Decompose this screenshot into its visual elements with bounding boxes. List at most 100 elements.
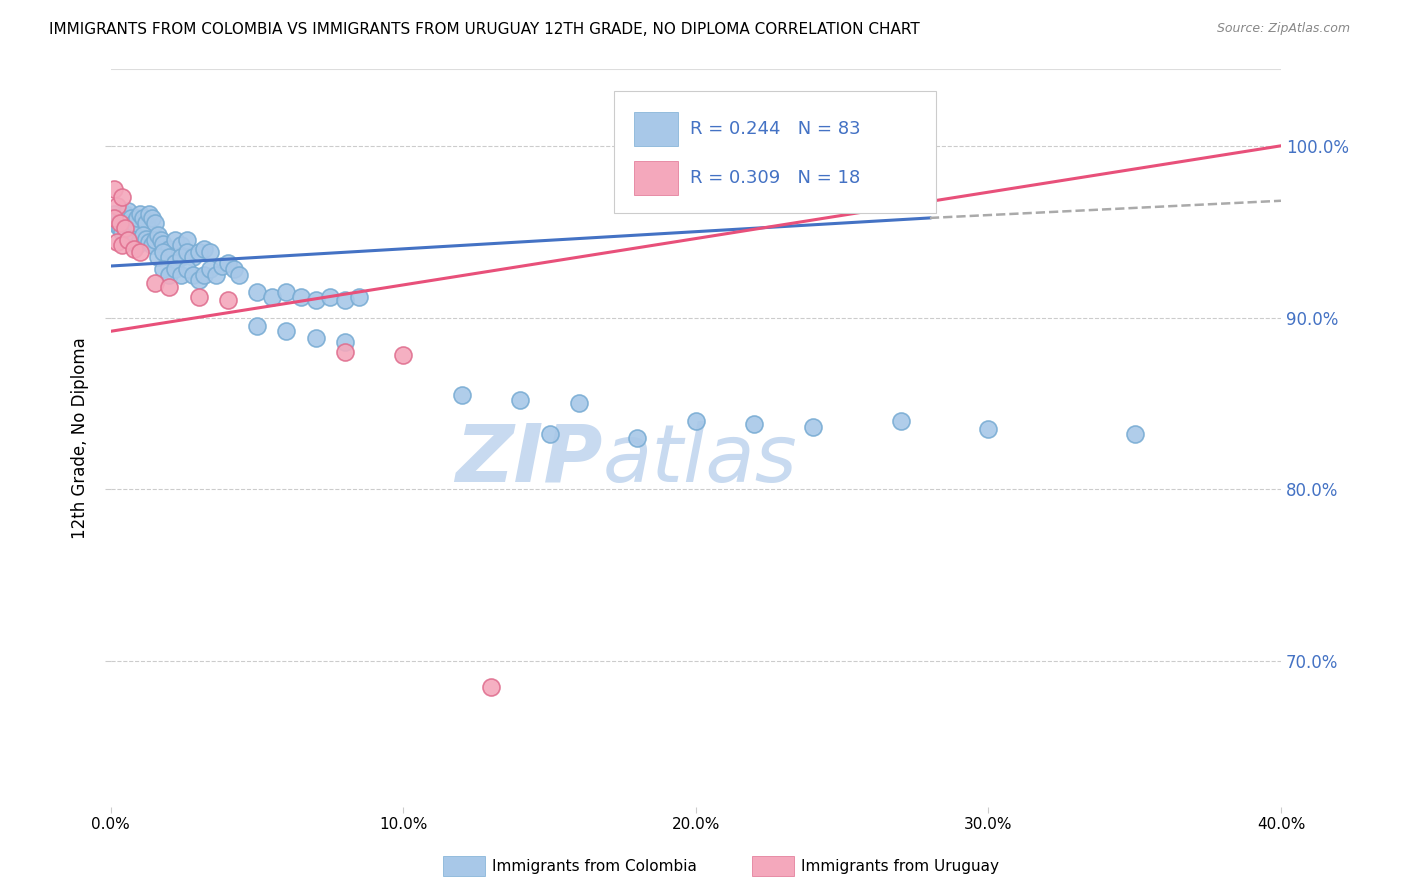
Point	[149, 233, 172, 247]
Point	[509, 392, 531, 407]
Point	[200, 245, 222, 260]
Point	[176, 262, 198, 277]
FancyBboxPatch shape	[634, 112, 678, 146]
Point	[146, 251, 169, 265]
Point	[135, 231, 157, 245]
Point	[187, 290, 209, 304]
Point	[120, 211, 142, 225]
Point	[114, 221, 136, 235]
Point	[165, 255, 187, 269]
Point	[120, 231, 142, 245]
Point	[105, 235, 128, 249]
Point	[129, 207, 152, 221]
Point	[117, 216, 139, 230]
Point	[111, 190, 134, 204]
Point	[114, 207, 136, 221]
Point	[157, 279, 180, 293]
Point	[127, 211, 149, 225]
Point	[122, 235, 145, 249]
Point	[744, 417, 766, 431]
Point	[319, 290, 342, 304]
Point	[152, 262, 174, 277]
Point	[103, 207, 125, 221]
Point	[143, 216, 166, 230]
Point	[117, 204, 139, 219]
Point	[129, 233, 152, 247]
Point	[132, 211, 155, 225]
Point	[217, 255, 239, 269]
Point	[222, 262, 245, 277]
Point	[138, 235, 160, 249]
Point	[143, 276, 166, 290]
Point	[217, 293, 239, 308]
Point	[127, 238, 149, 252]
Point	[568, 396, 591, 410]
Point	[152, 236, 174, 251]
Point	[538, 427, 561, 442]
Point	[157, 251, 180, 265]
Point	[122, 242, 145, 256]
Point	[304, 331, 326, 345]
Point	[977, 422, 1000, 436]
Point	[290, 290, 312, 304]
Point	[170, 238, 193, 252]
Text: R = 0.244   N = 83: R = 0.244 N = 83	[690, 120, 860, 137]
Point	[246, 319, 269, 334]
Point	[165, 233, 187, 247]
Point	[138, 207, 160, 221]
Point	[105, 218, 128, 232]
Point	[176, 233, 198, 247]
Point	[187, 245, 209, 260]
Point	[132, 228, 155, 243]
FancyBboxPatch shape	[614, 91, 936, 212]
Point	[152, 245, 174, 260]
Point	[141, 211, 163, 225]
Point	[276, 324, 298, 338]
Text: Source: ZipAtlas.com: Source: ZipAtlas.com	[1216, 22, 1350, 36]
Point	[890, 414, 912, 428]
Point	[129, 245, 152, 260]
Point	[122, 216, 145, 230]
Point	[170, 268, 193, 282]
Point	[117, 233, 139, 247]
Point	[333, 344, 356, 359]
Text: IMMIGRANTS FROM COLOMBIA VS IMMIGRANTS FROM URUGUAY 12TH GRADE, NO DIPLOMA CORRE: IMMIGRANTS FROM COLOMBIA VS IMMIGRANTS F…	[49, 22, 920, 37]
Point	[141, 238, 163, 252]
Point	[114, 221, 136, 235]
Point	[181, 251, 204, 265]
Point	[105, 199, 128, 213]
Point	[111, 225, 134, 239]
Point	[205, 268, 228, 282]
Point	[135, 216, 157, 230]
Text: Immigrants from Colombia: Immigrants from Colombia	[492, 859, 697, 873]
Point	[146, 228, 169, 243]
Point	[111, 238, 134, 252]
Point	[105, 211, 128, 225]
Point	[176, 245, 198, 260]
Point	[193, 242, 215, 256]
Point	[246, 285, 269, 299]
Point	[392, 348, 415, 362]
Point	[228, 268, 250, 282]
Point	[200, 262, 222, 277]
Point	[143, 233, 166, 247]
Point	[304, 293, 326, 308]
Point	[333, 293, 356, 308]
Point	[260, 290, 283, 304]
Point	[157, 242, 180, 256]
Point	[103, 211, 125, 225]
Point	[157, 268, 180, 282]
Point	[333, 334, 356, 349]
FancyBboxPatch shape	[634, 161, 678, 195]
Point	[685, 414, 707, 428]
Point	[170, 251, 193, 265]
Point	[165, 262, 187, 277]
Point	[181, 268, 204, 282]
Point	[111, 211, 134, 225]
Text: ZIP: ZIP	[456, 421, 602, 499]
Point	[801, 420, 824, 434]
Point	[187, 273, 209, 287]
Point	[450, 388, 472, 402]
Point	[626, 431, 648, 445]
Point	[1123, 427, 1146, 442]
